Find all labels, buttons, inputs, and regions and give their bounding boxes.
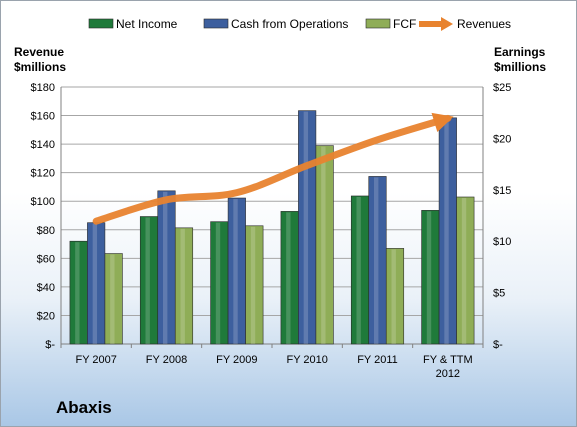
legend-swatch [88, 18, 114, 29]
bar-fcf [104, 253, 123, 345]
x-tick-label: FY & TTM [423, 354, 473, 366]
x-tick-label: FY 2008 [146, 354, 187, 366]
bar-highlight [110, 254, 115, 344]
left-tick-label: $60 [37, 253, 55, 265]
right-axis-title: Earnings $millions [494, 45, 547, 74]
left-tick-label: $160 [31, 111, 55, 123]
bar-highlight [321, 146, 326, 344]
legend-label: Net Income [116, 17, 178, 31]
right-tick-label: $5 [493, 288, 505, 300]
legend-label: Cash from Operations [231, 17, 348, 31]
right-tick-label: $25 [493, 82, 511, 94]
bar-fcf [315, 145, 334, 345]
bar-highlight [356, 196, 361, 344]
bar-fcf [174, 227, 194, 345]
bar-fcf [245, 225, 264, 345]
legend-swatch [203, 18, 229, 29]
left-tick-label: $100 [31, 196, 55, 208]
left-tick-label: $80 [37, 225, 55, 237]
bar-highlight [92, 223, 98, 344]
bar-highlight [461, 197, 467, 344]
left-tick-label: $180 [31, 82, 55, 94]
bar-fcf [385, 248, 405, 345]
left-tick-label: $120 [31, 168, 55, 180]
bar-highlight [180, 228, 185, 344]
bar-highlight [426, 211, 432, 344]
bar-highlight [75, 242, 80, 344]
left-axis-title: Revenue $millions [14, 45, 67, 74]
bar-highlight [233, 199, 238, 344]
x-tick-label: FY 2009 [216, 354, 257, 366]
right-tick-label: $20 [493, 133, 511, 145]
legend-swatch [365, 18, 391, 29]
right-tick-label: $10 [493, 236, 511, 248]
bar-highlight [250, 226, 256, 344]
left-tick-label: $140 [31, 139, 55, 151]
bar-highlight [215, 222, 221, 344]
x-tick-label: 2012 [436, 368, 460, 380]
legend-label: FCF [393, 17, 416, 31]
bar-highlight [391, 249, 396, 344]
bar-highlight [163, 191, 168, 344]
x-tick-label: FY 2010 [286, 354, 327, 366]
bar-highlight [374, 177, 379, 344]
bar-highlight [145, 217, 150, 344]
bar-highlight [286, 212, 291, 344]
x-tick-label: FY 2011 [357, 354, 398, 366]
revenues-line [92, 114, 452, 225]
bar-highlight [444, 118, 449, 344]
revenues-arrowhead [431, 112, 454, 133]
legend-label: Revenues [457, 17, 511, 31]
bar-highlight [303, 111, 309, 344]
x-tick-label: FY 2007 [75, 354, 116, 366]
left-tick-label: $20 [37, 310, 55, 322]
left-tick-label: $- [45, 339, 55, 351]
right-tick-label: $- [493, 339, 503, 351]
company-name: Abaxis [56, 398, 112, 417]
right-tick-label: $15 [493, 185, 511, 197]
legend-arrowhead [441, 17, 453, 31]
bar-fcf [456, 196, 475, 345]
left-tick-label: $40 [37, 282, 55, 294]
